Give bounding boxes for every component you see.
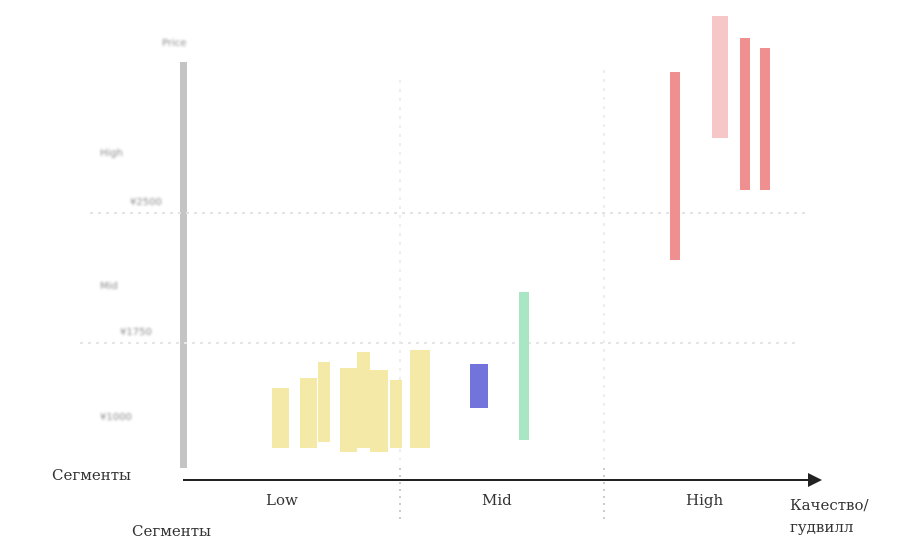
bar-mid-blue [470, 364, 488, 408]
bar-low-3 [318, 362, 330, 442]
bar-low-1 [272, 388, 289, 448]
x-axis-label: Качество/ гудвилл [790, 496, 869, 536]
bar-high-1 [670, 72, 680, 260]
y-faint-mid: Mid [100, 281, 118, 292]
bar-high-4 [760, 48, 770, 190]
bar-low-8 [410, 350, 430, 448]
low-bars [272, 350, 430, 452]
x-axis-arrow [808, 473, 822, 487]
band-high-label: High [686, 491, 724, 509]
bar-low-6 [370, 370, 388, 452]
bar-low-5 [357, 352, 370, 448]
segments-label: Сегменты [132, 522, 211, 540]
y-tick-1750: ¥1750 [120, 327, 152, 338]
bar-mid-green [519, 292, 529, 440]
bar-high-2 [712, 16, 728, 138]
y-tick-2500: ¥2500 [130, 197, 162, 208]
band-low-label: Low [266, 491, 298, 509]
bar-low-7 [390, 380, 402, 448]
y-axis [180, 62, 187, 468]
y-faint-high: High [100, 148, 123, 159]
y-axis-legend: Сегменты [52, 466, 131, 484]
bar-high-3 [740, 38, 750, 190]
band-mid-label: Mid [482, 491, 512, 509]
y-tick-1000: ¥1000 [100, 412, 132, 423]
bar-low-4 [340, 368, 357, 452]
bar-low-2 [300, 378, 317, 448]
y-axis-faint-title: Price [162, 38, 187, 49]
high-bars [670, 16, 770, 260]
